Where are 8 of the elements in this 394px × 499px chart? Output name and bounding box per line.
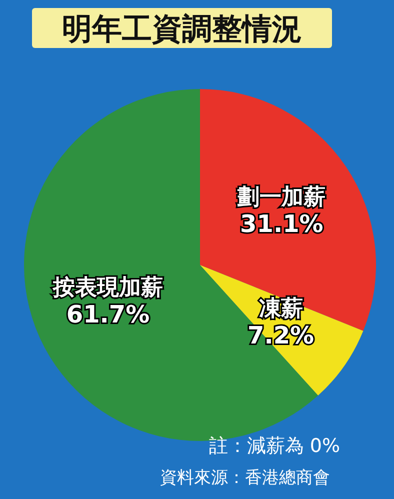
slice-label: 按表現加薪 [52, 275, 164, 300]
source-note: 資料來源：香港總商會 [160, 468, 330, 488]
chart-title: 明年工資調整情況 [62, 12, 302, 47]
data-label: 31.1% [240, 210, 324, 238]
data-label: 61.7% [66, 300, 150, 328]
slice-label: 劃一加薪 [236, 184, 326, 210]
slice-label: 凍薪 [258, 296, 303, 322]
text: 註：減薪為 0% [208, 435, 340, 457]
